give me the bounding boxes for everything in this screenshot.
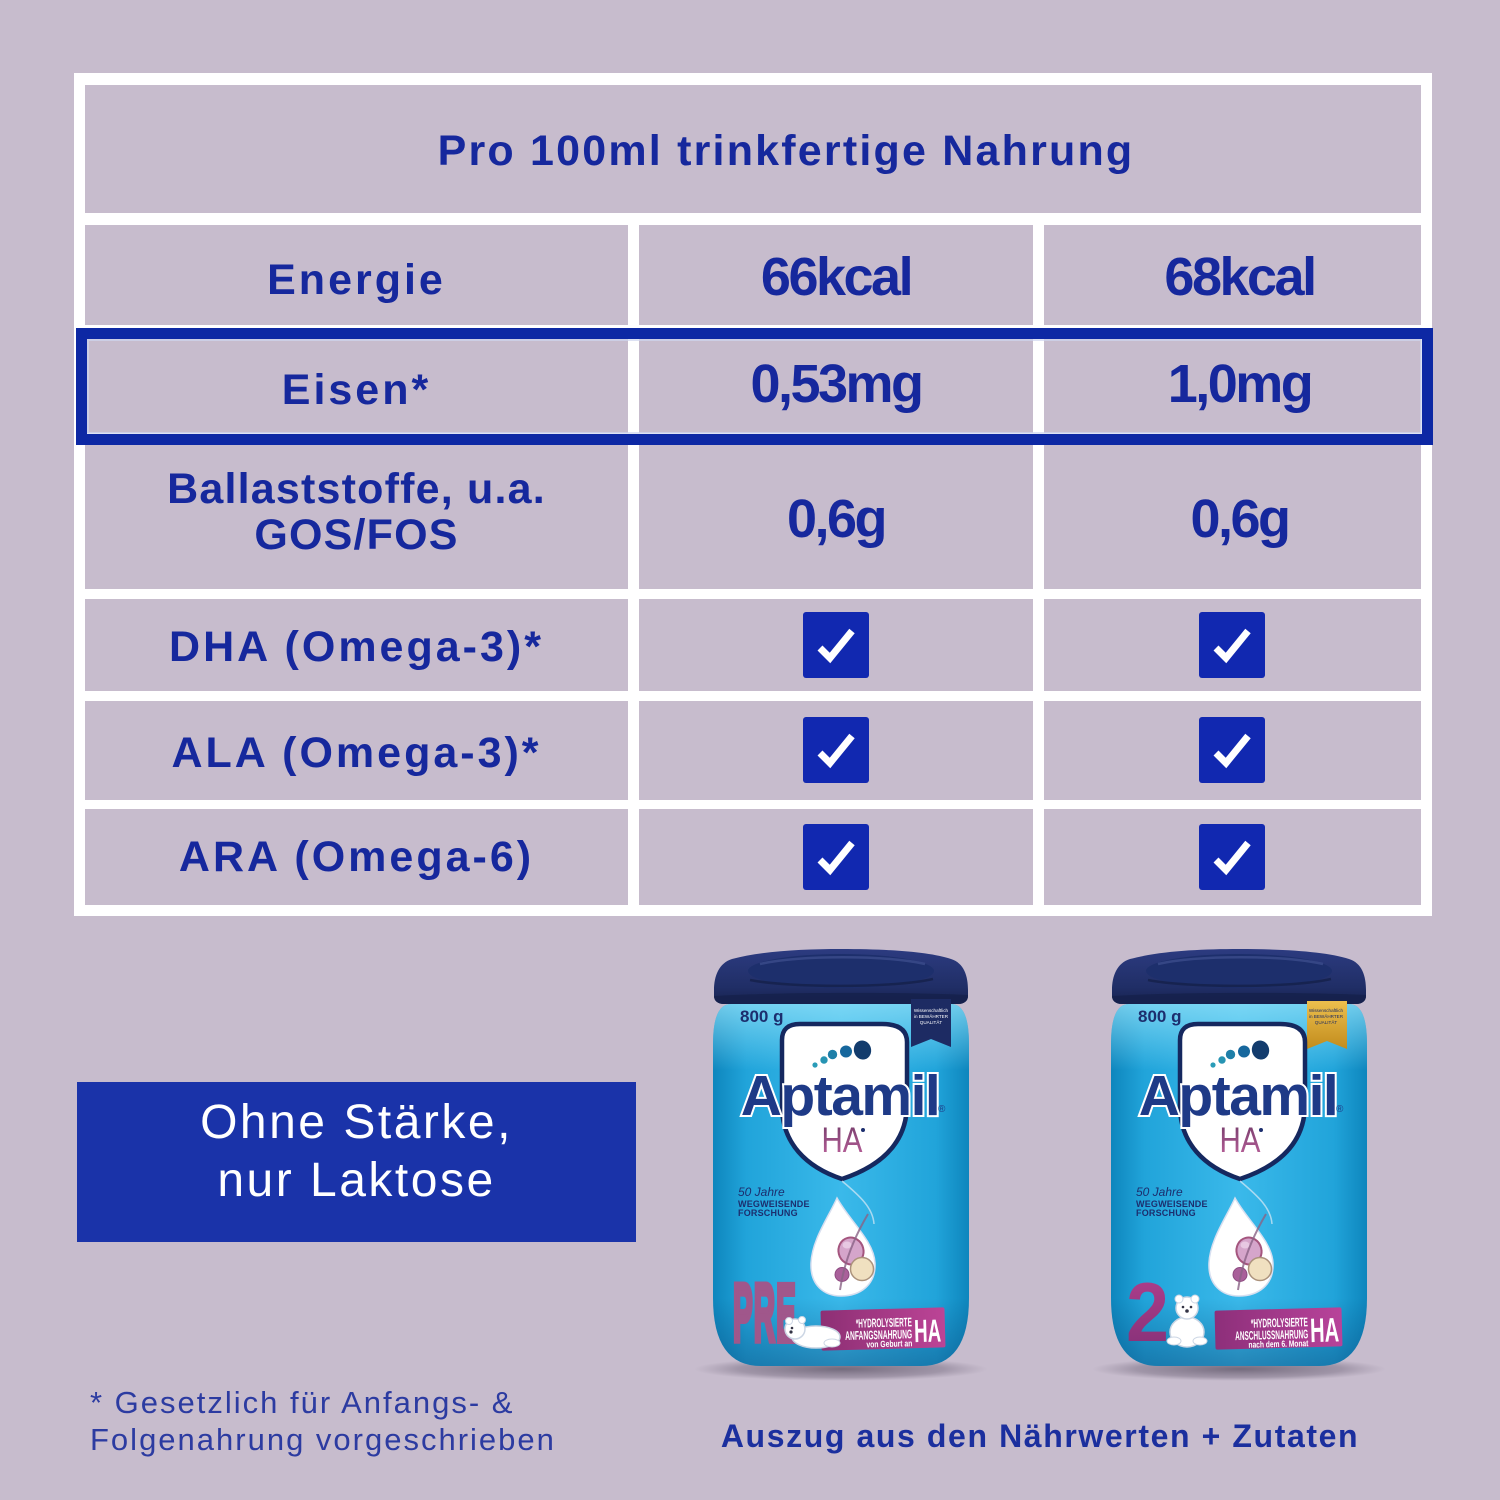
svg-text:HA: HA — [1310, 1311, 1340, 1350]
svg-text:800 g: 800 g — [1138, 1007, 1181, 1026]
svg-text:QUALITÄT: QUALITÄT — [920, 1019, 943, 1025]
svg-text:ANFANGSNAHRUNG: ANFANGSNAHRUNG — [845, 1327, 912, 1343]
svg-text:HA: HA — [822, 1121, 864, 1160]
svg-text:Aptamil: Aptamil — [1139, 1064, 1338, 1128]
svg-text:ANSCHLUSSNAHRUNG: ANSCHLUSSNAHRUNG — [1235, 1327, 1308, 1343]
svg-text:nach dem 6. Monat: nach dem 6. Monat — [1248, 1338, 1308, 1350]
svg-text:*HYDROLYSIERTE: *HYDROLYSIERTE — [1251, 1315, 1308, 1330]
svg-text:50 Jahre: 50 Jahre — [738, 1185, 785, 1199]
svg-text:*HYDROLYSIERTE: *HYDROLYSIERTE — [856, 1315, 912, 1330]
svg-text:50 Jahre: 50 Jahre — [1136, 1185, 1183, 1199]
svg-text:in BEWÄHRTER: in BEWÄHRTER — [914, 1013, 949, 1019]
svg-text:HA: HA — [1220, 1121, 1262, 1160]
svg-text:QUALITÄT: QUALITÄT — [1315, 1019, 1338, 1025]
svg-text:Wissenschaftlich: Wissenschaftlich — [1309, 1008, 1344, 1013]
svg-text:von Geburt an: von Geburt an — [866, 1338, 912, 1349]
svg-text:FORSCHUNG: FORSCHUNG — [1136, 1208, 1196, 1218]
svg-text:®: ® — [938, 1104, 946, 1115]
svg-text:HA: HA — [914, 1312, 942, 1349]
svg-text:in BEWÄHRTER: in BEWÄHRTER — [1309, 1013, 1344, 1019]
svg-text:FORSCHUNG: FORSCHUNG — [738, 1208, 798, 1218]
svg-text:2: 2 — [1126, 1266, 1169, 1360]
svg-text:PRE: PRE — [733, 1268, 797, 1360]
svg-text:WEGWEISENDE: WEGWEISENDE — [738, 1199, 810, 1209]
svg-text:800 g: 800 g — [740, 1007, 783, 1026]
svg-text:Aptamil: Aptamil — [741, 1064, 940, 1128]
svg-text:Wissenschaftlich: Wissenschaftlich — [914, 1008, 949, 1013]
svg-text:®: ® — [1336, 1104, 1344, 1115]
svg-text:WEGWEISENDE: WEGWEISENDE — [1136, 1199, 1208, 1209]
